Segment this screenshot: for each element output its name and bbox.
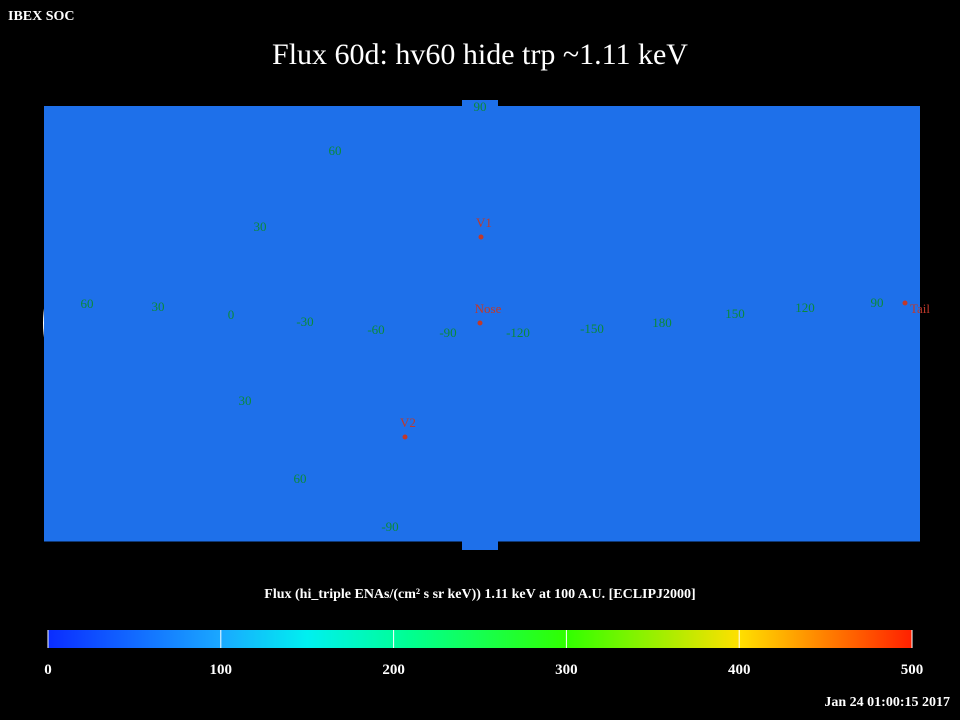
marker-label: V2 bbox=[400, 415, 416, 430]
grid-label: 0 bbox=[228, 307, 235, 322]
grid-label: -120 bbox=[506, 325, 530, 340]
grid-label: 30 bbox=[239, 393, 252, 408]
marker-label: Nose bbox=[475, 301, 502, 316]
marker-dot bbox=[902, 300, 908, 306]
marker-dot bbox=[477, 320, 483, 326]
grid-label: 30 bbox=[152, 299, 165, 314]
marker-label: Tail bbox=[910, 301, 930, 316]
marker-dot bbox=[402, 434, 408, 440]
grid-label: 60 bbox=[294, 471, 307, 486]
grid-label: 120 bbox=[795, 300, 815, 315]
colorbar-tick-label: 400 bbox=[728, 662, 751, 678]
colorbar-ticks: 0 100 200 300 400 500 bbox=[44, 630, 923, 678]
colorbar-label: Flux (hi_triple ENAs/(cm² s sr keV)) 1.1… bbox=[264, 587, 695, 602]
grid-label: 60 bbox=[329, 143, 342, 158]
grid-label: 60 bbox=[81, 296, 94, 311]
marker-label: V1 bbox=[476, 215, 492, 230]
grid-label: 90 bbox=[871, 295, 884, 310]
colorbar-tick-label: 300 bbox=[555, 662, 578, 678]
colorbar-tick-label: 100 bbox=[210, 662, 233, 678]
org: IBEX SOC bbox=[8, 9, 75, 24]
marker-dot bbox=[478, 234, 484, 240]
grid-label: 90 bbox=[474, 99, 487, 114]
sky-map bbox=[44, 100, 920, 550]
sky-base bbox=[44, 100, 920, 550]
grid-label: -60 bbox=[367, 322, 384, 337]
colorbar-tick-label: 0 bbox=[44, 662, 52, 678]
title: Flux 60d: hv60 hide trp ~1.11 keV bbox=[272, 38, 688, 71]
colorbar-tick-label: 500 bbox=[901, 662, 924, 678]
map-labels: 90 60 30 60 30 0 -30 -60 -90 -120 -150 1… bbox=[81, 99, 931, 534]
grid-label: -30 bbox=[296, 314, 313, 329]
grid-label: -150 bbox=[580, 321, 604, 336]
colorbar bbox=[48, 630, 912, 648]
grid-label: 30 bbox=[254, 219, 267, 234]
colorbar-tick-label: 200 bbox=[382, 662, 405, 678]
grid-label: -90 bbox=[439, 325, 456, 340]
grid-label: 180 bbox=[652, 315, 672, 330]
grid-label: 150 bbox=[725, 306, 745, 321]
timestamp: Jan 24 01:00:15 2017 bbox=[824, 695, 950, 710]
grid-label: -90 bbox=[381, 519, 398, 534]
